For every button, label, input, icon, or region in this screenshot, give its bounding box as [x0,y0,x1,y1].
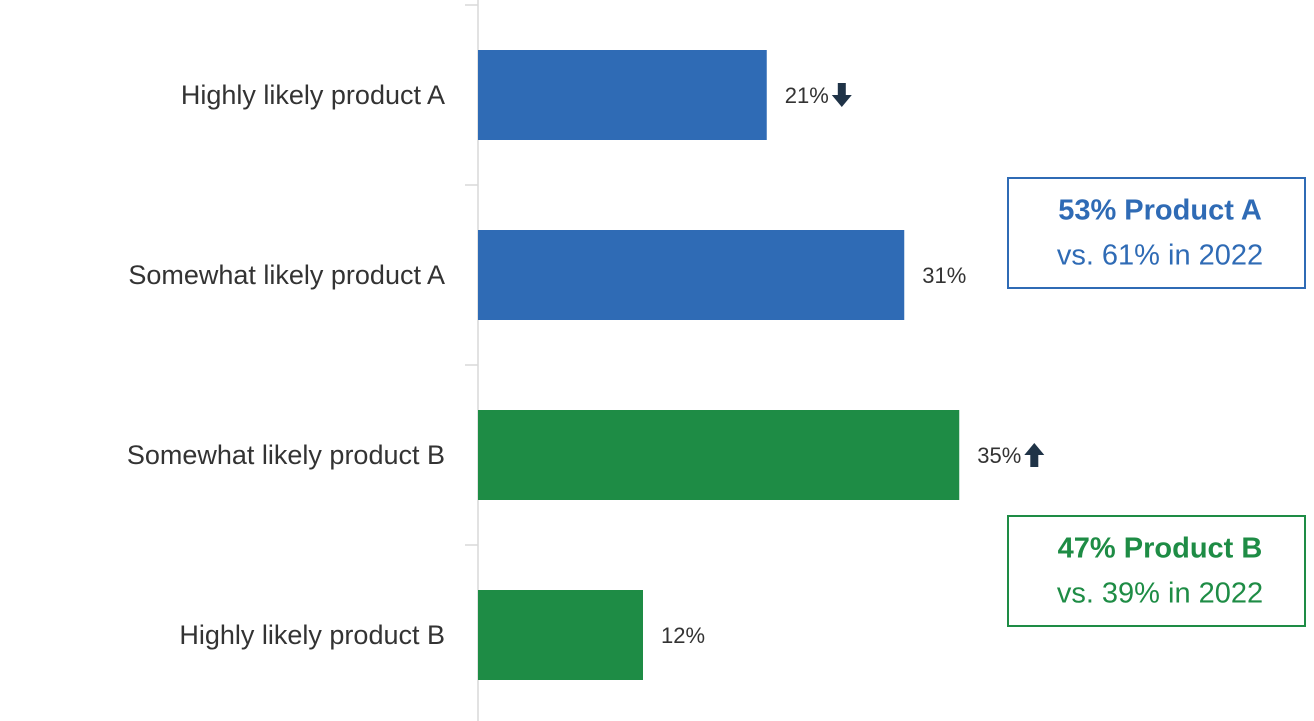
value-label: 31% [922,263,966,288]
value-label: 35% [977,443,1021,468]
bar [478,590,643,680]
category-label: Somewhat likely product B [127,440,445,470]
annotation-text: vs. 39% in 2022 [1057,578,1263,610]
category-label: Somewhat likely product A [128,260,445,290]
trend-arrow [831,83,852,107]
bar [478,410,960,500]
annotation-text: 53% Product A [1058,195,1262,227]
annotation-box [1007,177,1306,289]
bar [478,50,767,140]
annotation-box [1007,515,1306,627]
annotation-text: 47% Product B [1058,533,1263,565]
category-label: Highly likely product A [181,80,445,110]
value-label: 21% [785,83,829,108]
value-label: 12% [661,623,705,648]
bar [478,230,905,320]
category-label: Highly likely product B [179,620,445,650]
trend-arrow [1024,443,1045,467]
annotation-text: vs. 61% in 2022 [1057,240,1263,272]
